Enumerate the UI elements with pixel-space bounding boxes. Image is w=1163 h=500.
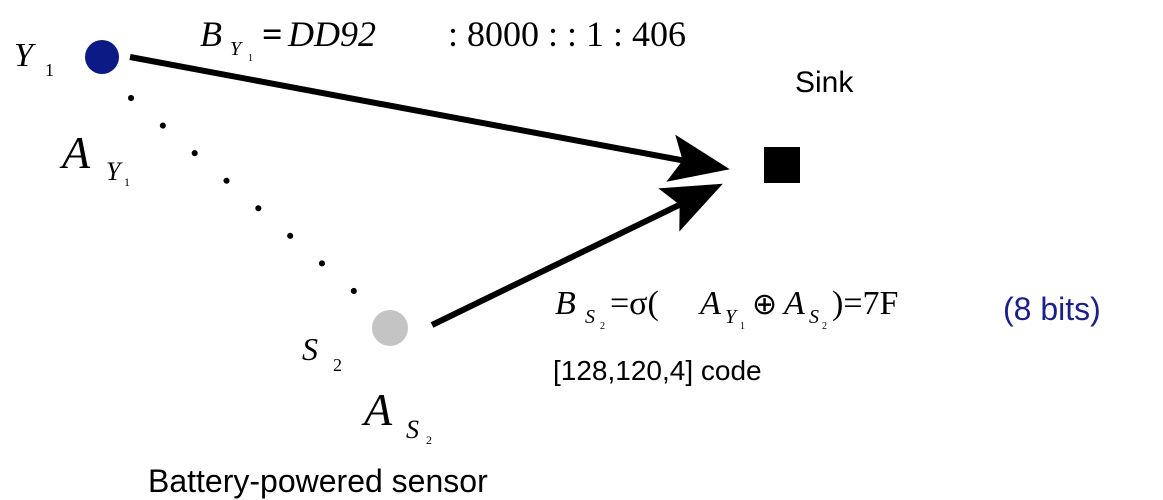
node-y1 [85,40,119,74]
label: S [302,331,318,367]
formula: S [809,306,819,328]
label: 2 [426,433,432,447]
label: 2 [333,355,342,375]
label: Y [14,37,36,74]
node-s2 [372,310,408,346]
sink-label: Sink [795,66,854,99]
formula: DD92 [287,14,376,54]
label: Y [106,157,123,186]
label: 1 [124,175,130,189]
formula: A [698,285,721,322]
formula: =σ( [610,285,659,322]
bits-note: (8 bits) [1003,291,1101,327]
formula: S [585,306,595,328]
sink-node [764,147,800,183]
label: S [406,415,419,444]
arrow [430,183,723,328]
formula: B [555,285,576,322]
formula: ⊕ [752,288,777,321]
arrow [129,54,730,182]
formula: )=7F [832,285,898,322]
formula: Y [725,306,738,328]
formula: 2 [822,321,827,332]
label: A [361,384,393,435]
dotted-link [128,95,358,295]
code-note: [128,120,4] code [553,355,762,386]
formula: B [200,14,222,54]
formula: A [782,285,805,322]
formula: : 8000 : : 1 : 406 [448,14,686,54]
formula: 1 [248,53,253,64]
formula: Y [230,38,243,60]
formula: 2 [600,321,605,332]
label: A [59,127,91,178]
sensor-caption: Battery-powered sensor [148,463,488,499]
label: 1 [45,60,54,80]
formula: 1 [740,321,745,332]
formula: = [262,14,283,54]
